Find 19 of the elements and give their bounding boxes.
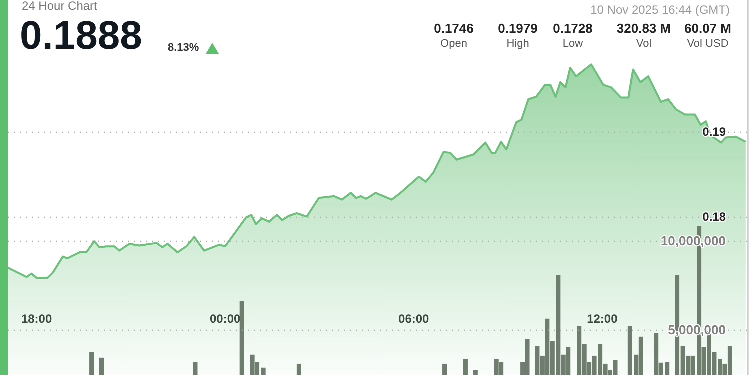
annotation: 0.1979 [498, 21, 538, 36]
annotation: Vol USD [686, 38, 730, 50]
annotation: 8.13% [168, 42, 200, 54]
chart-title: 24 Hour Chart [22, 0, 98, 13]
annotation: Vol [635, 38, 653, 50]
x-tick-label: 12:00 [587, 312, 618, 326]
annotation: 10 Nov 2025 16:44 (GMT) [590, 3, 730, 17]
annotation: Low [562, 38, 584, 50]
x-tick-label: 00:00 [210, 312, 242, 326]
annotation: 320.83 M [616, 21, 672, 36]
x-tick-label: 06:00 [398, 312, 430, 326]
y-tick-label: 0.18 [702, 210, 726, 224]
chart-subtitle: 0.1888 [20, 14, 142, 59]
annotation: Open [440, 38, 468, 50]
annotation: 0.1746 [433, 21, 475, 36]
annotation: 60.07 M [684, 21, 732, 36]
annotation: High [506, 38, 530, 50]
x-tick-label: 18:00 [21, 312, 52, 326]
annotation: 0.1728 [553, 21, 593, 36]
